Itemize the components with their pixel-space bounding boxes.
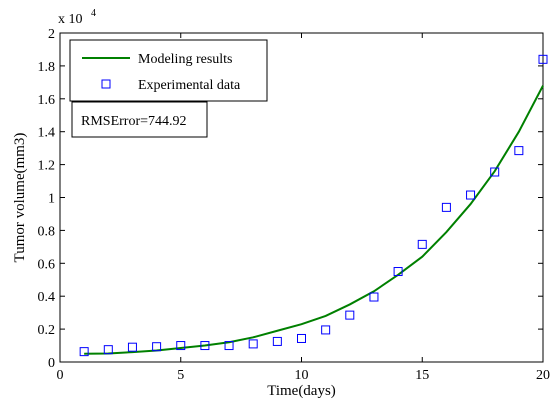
y-tick-label: 1.4 — [38, 126, 56, 141]
series-layer — [79, 54, 548, 357]
y-tick-label: 0 — [48, 356, 55, 371]
data-point-experimental — [127, 342, 137, 352]
y-tick-label: 0.8 — [38, 224, 56, 239]
data-point-experimental — [321, 325, 331, 335]
x-tick-label: 10 — [295, 368, 309, 383]
data-point-experimental — [272, 336, 282, 346]
annotation-box — [71, 101, 208, 138]
y-multiplier-exponent: 4 — [91, 8, 96, 19]
y-tick-label: 0.6 — [38, 257, 56, 272]
data-point-experimental — [490, 167, 500, 177]
x-axis-label: Time(days) — [267, 383, 336, 399]
y-axis-label: Tumor volume(mm3) — [12, 133, 28, 263]
data-point-experimental — [538, 54, 548, 64]
x-tick-label: 15 — [415, 368, 429, 383]
data-point-experimental — [103, 345, 113, 355]
rmse-annotation: RMSError=744.92 — [71, 101, 208, 138]
data-point-experimental — [200, 341, 210, 351]
y-tick-label: 0.2 — [38, 323, 56, 338]
y-tick-label: 1 — [48, 192, 55, 207]
x-tick-label: 5 — [177, 368, 184, 383]
x-tick-label: 20 — [536, 368, 550, 383]
legend-box — [69, 39, 268, 102]
data-point-experimental — [369, 292, 379, 302]
data-point-experimental — [152, 342, 162, 352]
y-tick-label: 1.6 — [38, 93, 56, 108]
data-point-experimental — [441, 202, 451, 212]
data-point-experimental — [514, 146, 524, 156]
data-point-experimental — [466, 190, 476, 200]
data-point-experimental — [79, 347, 89, 357]
legend-marker-swatch — [101, 79, 111, 89]
y-multiplier-base: x 10 — [58, 12, 83, 27]
data-point-experimental — [297, 333, 306, 343]
data-point-experimental — [393, 267, 403, 277]
y-tick-label: 0.4 — [38, 290, 56, 305]
y-tick-label: 1.8 — [38, 60, 56, 75]
y-tick-label: 2 — [48, 27, 55, 42]
data-point-experimental — [248, 339, 258, 349]
legend-entry-experimental: Experimental data — [138, 78, 241, 93]
data-point-experimental — [417, 239, 427, 249]
y-tick-label: 1.2 — [38, 159, 56, 174]
legend-entry-modeling: Modeling results — [138, 52, 233, 67]
data-point-experimental — [176, 341, 186, 351]
x-tick-label: 0 — [57, 368, 64, 383]
data-point-experimental — [345, 310, 355, 320]
data-point-experimental — [224, 341, 234, 351]
legend: Modeling results Experimental data — [69, 39, 268, 102]
annotation-text: RMSError=744.92 — [81, 114, 187, 129]
ticks-layer: 0 5 10 15 20 0 0.2 0.4 0.6 0.8 1 1.2 1.4 1.6 1.8 2 — [38, 27, 551, 383]
